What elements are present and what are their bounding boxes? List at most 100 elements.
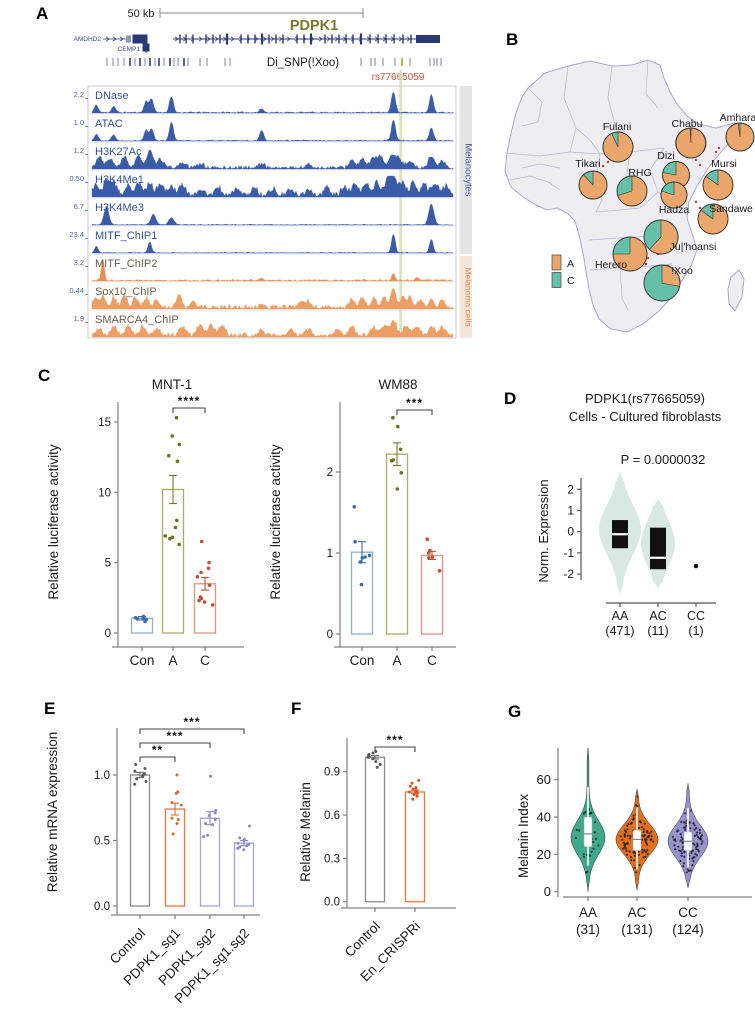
population-label: Fulani bbox=[603, 121, 632, 133]
data-point bbox=[396, 424, 400, 429]
melanocytes-strip bbox=[459, 86, 472, 254]
data-point bbox=[425, 537, 430, 541]
y-axis-label: Melanin Index bbox=[516, 794, 531, 878]
africa-map: Fulani Chabu Amhara Tikari Dizi RHG Mursi Hadza… bbox=[504, 59, 755, 333]
data-point bbox=[247, 824, 251, 828]
data-point bbox=[144, 780, 148, 783]
track-scale: 6.7 bbox=[74, 202, 84, 211]
x-count-label: (131) bbox=[621, 922, 653, 937]
data-point bbox=[399, 471, 404, 475]
panel-label-a: A bbox=[36, 4, 49, 23]
data-point bbox=[141, 774, 145, 778]
x-count-label: (11) bbox=[647, 624, 668, 638]
mnt1-chart: MNT-1 Relative luciferase activity 0 5 10 15 C… bbox=[46, 377, 244, 668]
bar-control: Control bbox=[342, 750, 386, 960]
bar bbox=[233, 842, 255, 907]
track-signal bbox=[91, 92, 454, 114]
data-point bbox=[199, 570, 203, 575]
track-signal bbox=[91, 259, 454, 282]
data-point bbox=[141, 614, 146, 619]
track-Sox10_ChIP: 0.44 Sox10_ChIP bbox=[69, 281, 456, 310]
bar bbox=[364, 756, 386, 903]
data-point bbox=[389, 458, 394, 463]
x-category-label: C bbox=[200, 653, 210, 668]
data-point bbox=[238, 836, 242, 840]
bar-control: Control bbox=[107, 763, 151, 967]
track-scale: 0.50 bbox=[69, 174, 84, 183]
bar bbox=[385, 453, 409, 635]
bar bbox=[420, 554, 444, 635]
data-point bbox=[410, 781, 414, 785]
population-pie-mursi: Mursi bbox=[702, 158, 737, 201]
wm88-luciferase-chart: WM88 Relative luciferase activity 0 1 2 Con A C… bbox=[268, 377, 456, 668]
significance-bracket bbox=[139, 756, 176, 762]
bar bbox=[199, 817, 221, 907]
data-point bbox=[166, 453, 171, 458]
track-signal bbox=[91, 319, 454, 338]
y-tick-label: 60 bbox=[537, 772, 551, 787]
mnt1-luciferase-chart: MNT-1 Relative luciferase activity 0 5 10 15 C… bbox=[46, 377, 244, 668]
bar bbox=[161, 488, 185, 634]
track-scale: 2.2 bbox=[74, 90, 84, 99]
chart-title: WM88 bbox=[378, 377, 417, 392]
violin-aa: AA (31) bbox=[570, 747, 606, 937]
y-tick-label: 0.0 bbox=[94, 901, 110, 913]
violin-ac: AC (131) bbox=[615, 788, 659, 937]
population-pie-fulani: Fulani bbox=[602, 121, 634, 163]
bar-a: A bbox=[385, 415, 409, 668]
data-point bbox=[378, 763, 382, 766]
gene-label-amdhd2: AMDHD2 bbox=[74, 36, 102, 43]
data-point bbox=[245, 844, 249, 848]
panel-label-c: C bbox=[38, 366, 51, 385]
population-label: Tikari bbox=[575, 158, 600, 170]
data-point bbox=[209, 774, 212, 778]
chart-title: PDPK1(rs77665059) bbox=[585, 391, 705, 406]
data-point bbox=[174, 415, 179, 420]
population-pie-juhoansi: Ju|'hoansi bbox=[643, 219, 717, 255]
bar-con: Con bbox=[130, 614, 154, 668]
track-MITF_ChIP2: 3.2 MITF_ChIP2 bbox=[74, 253, 456, 282]
data-point bbox=[135, 777, 139, 781]
box bbox=[583, 816, 593, 848]
data-point bbox=[213, 818, 217, 821]
data-point bbox=[197, 598, 201, 603]
data-point bbox=[195, 574, 200, 579]
data-point bbox=[213, 811, 217, 815]
panel-label-f: F bbox=[291, 699, 302, 718]
data-point bbox=[411, 787, 415, 791]
data-point bbox=[134, 763, 138, 766]
population-pie-sandawe: Sandawe bbox=[697, 203, 753, 235]
y-tick-label: 2 bbox=[327, 467, 333, 479]
data-point bbox=[170, 434, 175, 438]
population-label: RHG bbox=[628, 167, 651, 179]
data-point bbox=[202, 600, 207, 604]
population-label: Ju|'hoansi bbox=[670, 241, 717, 253]
data-point bbox=[427, 556, 431, 560]
track-DNase: 2.2 DNase bbox=[74, 90, 454, 114]
x-count-label: (124) bbox=[672, 922, 704, 937]
track-H3K4Me3: 6.7 H3K4Me3 bbox=[74, 197, 456, 226]
population-label: Mursi bbox=[711, 158, 737, 170]
x-category-label: CC bbox=[678, 905, 698, 920]
track-label: Sox10_ChIP bbox=[95, 286, 157, 298]
x-category-label: AA bbox=[579, 905, 597, 920]
data-point bbox=[133, 782, 137, 786]
scale-bar-label: 50 kb bbox=[128, 8, 155, 20]
sample-site-dot bbox=[694, 200, 698, 204]
track-label: H3K4Me1 bbox=[95, 174, 144, 186]
data-point bbox=[367, 553, 372, 558]
data-point bbox=[242, 848, 246, 852]
track-label: MITF_ChIP2 bbox=[95, 258, 157, 270]
genome-browser-panel: 50 kb PDPK1 AMDHD2 CEMP1 Di_SNP(!Xoo) rs77665… bbox=[69, 8, 474, 339]
data-point bbox=[199, 539, 204, 544]
bar-c: C bbox=[420, 537, 444, 668]
data-point bbox=[163, 534, 168, 538]
y-tick-label: 0 bbox=[105, 628, 111, 640]
y-tick-label: 0 bbox=[544, 884, 551, 899]
bar bbox=[193, 583, 217, 634]
data-point bbox=[199, 596, 204, 601]
track-signal bbox=[91, 120, 454, 142]
population-pie-chabu: Chabu bbox=[672, 118, 707, 159]
data-point bbox=[415, 791, 419, 795]
legend-label-c: C bbox=[567, 275, 575, 287]
